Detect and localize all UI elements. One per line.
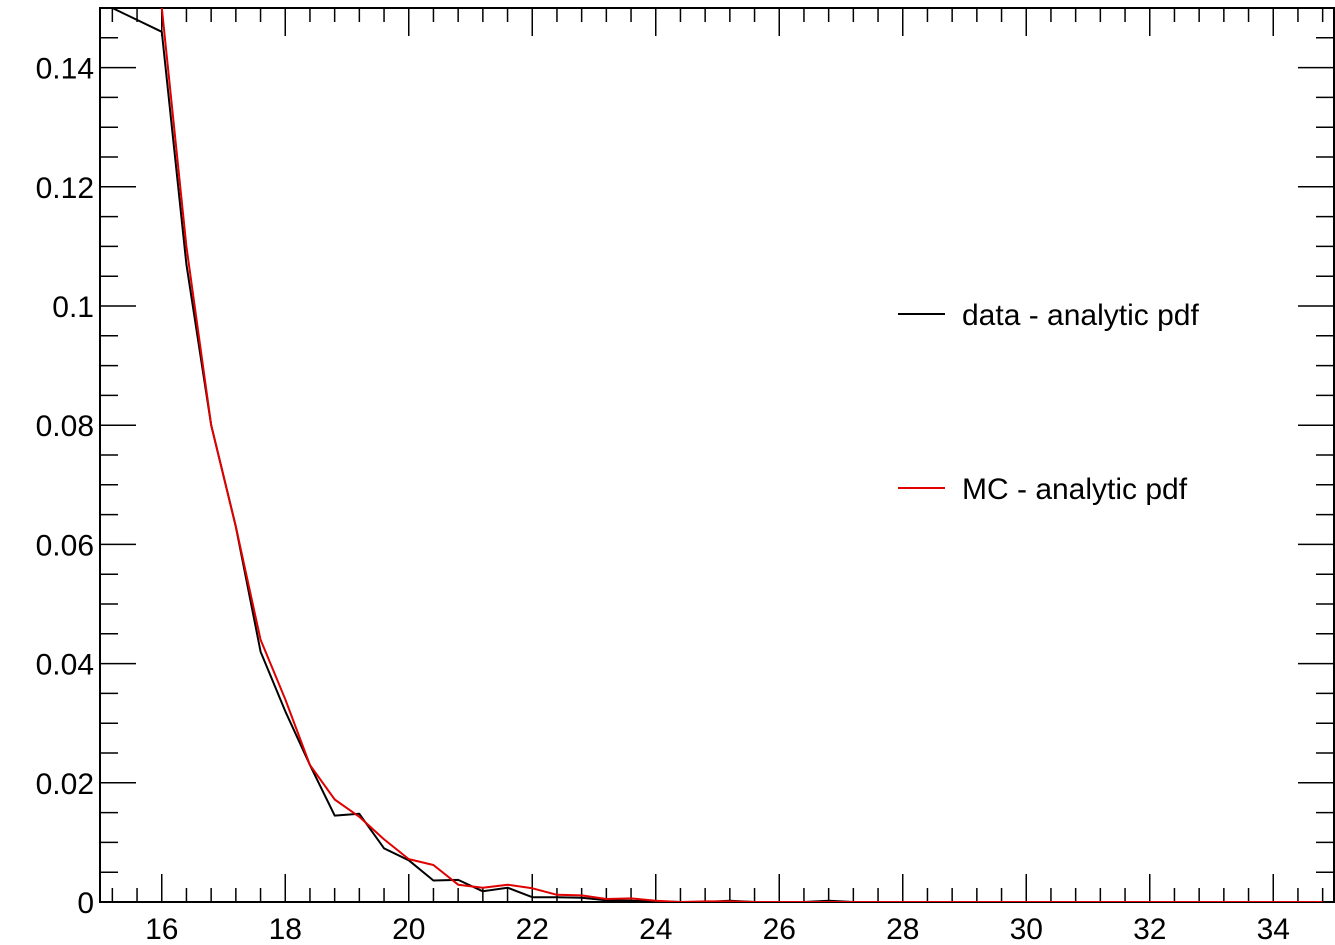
legend: data - analytic pdf MC - analytic pdf xyxy=(898,299,1199,506)
axis-ticks xyxy=(100,7,1334,903)
x-tick-labels: 16 18 20 22 24 26 28 30 32 34 xyxy=(145,913,1290,945)
x-tick-label: 16 xyxy=(145,913,178,945)
y-tick-label: 0.06 xyxy=(36,529,94,562)
y-tick-label: 0.08 xyxy=(36,410,94,443)
y-tick-labels: 0 0.02 0.04 0.06 0.08 0.1 0.12 0.14 xyxy=(36,53,94,920)
x-tick-label: 34 xyxy=(1257,913,1290,945)
x-tick-label: 30 xyxy=(1010,913,1043,945)
series-line-data xyxy=(111,8,1323,902)
y-tick-label: 0.04 xyxy=(36,649,94,682)
plot-frame xyxy=(99,7,1335,903)
y-tick-label: 0.12 xyxy=(36,172,94,205)
x-tick-label: 22 xyxy=(516,913,549,945)
x-tick-label: 24 xyxy=(639,913,672,945)
series-line-mc xyxy=(160,8,1323,902)
x-tick-label: 28 xyxy=(886,913,919,945)
y-tick-label: 0 xyxy=(77,887,94,920)
y-tick-label: 0.14 xyxy=(36,53,94,86)
series-lines xyxy=(111,8,1323,902)
x-tick-label: 18 xyxy=(269,913,302,945)
x-tick-label: 26 xyxy=(763,913,796,945)
y-tick-label: 0.02 xyxy=(36,768,94,801)
legend-label-data: data - analytic pdf xyxy=(962,299,1199,332)
plot-border xyxy=(99,7,1335,903)
x-tick-label: 32 xyxy=(1133,913,1166,945)
y-tick-label: 0.1 xyxy=(52,291,94,324)
legend-label-mc: MC - analytic pdf xyxy=(962,473,1188,506)
x-tick-label: 20 xyxy=(392,913,425,945)
